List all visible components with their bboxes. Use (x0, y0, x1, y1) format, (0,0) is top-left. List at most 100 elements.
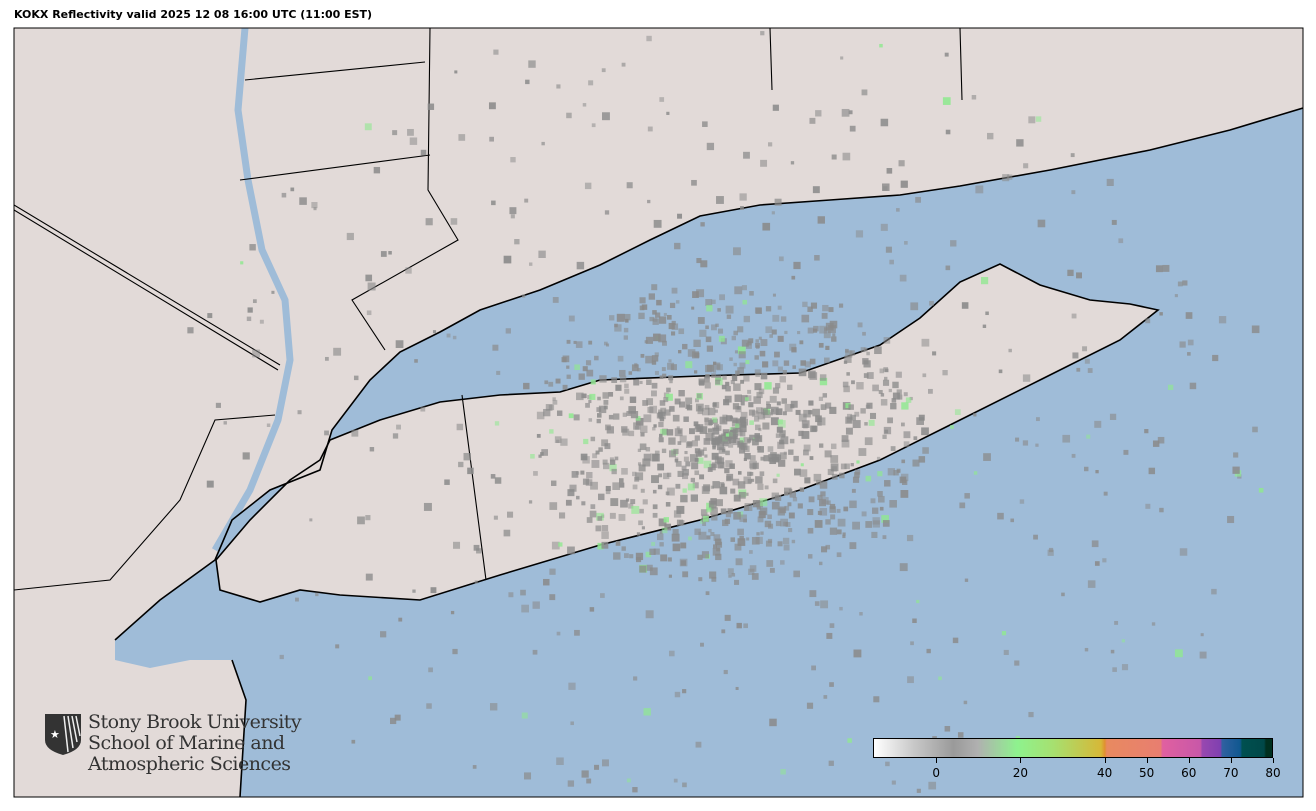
radar-echo-pixel (764, 485, 769, 490)
radar-echo-pixel (738, 351, 746, 359)
radar-echo-pixel (588, 340, 593, 345)
radar-echo-pixel (706, 364, 714, 372)
radar-echo-pixel (726, 476, 732, 482)
radar-echo-pixel (637, 448, 642, 452)
radar-echo-pixel (313, 207, 317, 211)
radar-echo-pixel (662, 373, 667, 378)
radar-echo-pixel (654, 352, 659, 357)
radar-echo-pixel (882, 379, 890, 386)
radar-echo-pixel (737, 481, 746, 489)
radar-echo-pixel (847, 738, 852, 743)
radar-echo-pixel (1157, 436, 1165, 444)
radar-echo-pixel (633, 379, 640, 386)
radar-echo-pixel (632, 471, 637, 477)
radar-echo-pixel (749, 434, 755, 441)
radar-echo-pixel (601, 531, 609, 539)
radar-echo-pixel (891, 780, 896, 785)
radar-echo-pixel (842, 532, 846, 536)
radar-echo-pixel (661, 448, 667, 454)
radar-echo-pixel (476, 548, 482, 554)
radar-echo-pixel (373, 166, 381, 174)
radar-echo-pixel (571, 471, 579, 478)
radar-echo-pixel (661, 367, 666, 372)
radar-echo-pixel (735, 418, 743, 426)
radar-echo-pixel (634, 362, 638, 367)
sbu-somas-logo: ★ Stony Brook University School of Marin… (44, 712, 302, 775)
radar-echo-pixel (735, 686, 739, 690)
radar-echo-pixel (1035, 443, 1039, 447)
radar-echo-pixel (507, 511, 514, 518)
radar-echo-pixel (874, 346, 882, 355)
radar-echo-pixel (595, 525, 602, 532)
radar-echo-pixel (653, 333, 661, 342)
radar-echo-pixel (566, 112, 572, 119)
radar-echo-pixel (705, 373, 710, 379)
radar-echo-pixel (997, 512, 1004, 520)
radar-echo-pixel (463, 452, 471, 461)
radar-echo-pixel (652, 504, 658, 510)
radar-echo-pixel (548, 404, 555, 411)
radar-echo-pixel (651, 355, 659, 362)
radar-echo-pixel (702, 121, 708, 127)
radar-echo-pixel (645, 336, 653, 344)
radar-echo-pixel (861, 89, 868, 96)
radar-echo-pixel (983, 453, 991, 461)
radar-echo-pixel (639, 297, 646, 304)
radar-echo-pixel (657, 411, 664, 418)
radar-echo-pixel (646, 35, 652, 42)
radar-echo-pixel (851, 380, 855, 385)
radar-echo-pixel (665, 393, 673, 401)
radar-echo-pixel (661, 340, 667, 346)
radar-echo-pixel (567, 546, 575, 555)
radar-echo-pixel (807, 527, 814, 534)
radar-echo-pixel (896, 208, 900, 212)
radar-echo-pixel (726, 314, 732, 319)
radar-echo-pixel (532, 601, 540, 609)
radar-echo-pixel (576, 392, 584, 401)
radar-echo-pixel (520, 589, 526, 596)
radar-echo-pixel (866, 351, 870, 356)
radar-echo-pixel (660, 411, 666, 417)
radar-echo-pixel (633, 676, 638, 681)
radar-echo-pixel (829, 506, 836, 513)
radar-echo-pixel (735, 428, 743, 436)
radar-echo-pixel (450, 610, 455, 615)
radar-echo-pixel (824, 450, 832, 458)
radar-echo-pixel (574, 629, 580, 636)
radar-echo-pixel (740, 206, 744, 210)
radar-echo-pixel (646, 379, 652, 385)
radar-echo-pixel (609, 457, 614, 462)
radar-echo-pixel (659, 542, 664, 547)
radar-echo-pixel (708, 420, 714, 426)
radar-echo-pixel (609, 464, 617, 472)
radar-echo-pixel (844, 355, 852, 363)
radar-echo-pixel (944, 725, 951, 732)
radar-echo-pixel (635, 472, 644, 481)
radar-echo-pixel (1167, 384, 1174, 391)
radar-echo-pixel (1095, 469, 1099, 474)
radar-echo-pixel (710, 498, 717, 505)
radar-echo-pixel (787, 384, 793, 391)
radar-echo-pixel (878, 495, 885, 503)
radar-echo-pixel (830, 443, 837, 450)
radar-echo-pixel (620, 499, 628, 508)
radar-echo-pixel (561, 357, 567, 363)
radar-echo-pixel (586, 471, 593, 479)
radar-echo-pixel (660, 554, 668, 562)
radar-echo-pixel (711, 576, 717, 582)
radar-echo-pixel (651, 541, 656, 546)
radar-echo-pixel (772, 314, 780, 322)
radar-echo-pixel (679, 520, 685, 526)
radar-echo-pixel (883, 337, 891, 344)
radar-echo-pixel (769, 412, 773, 416)
radar-echo-pixel (667, 362, 675, 370)
radar-echo-pixel (682, 782, 687, 788)
radar-echo-pixel (720, 508, 727, 515)
radar-echo-pixel (651, 382, 658, 389)
radar-echo-pixel (392, 433, 399, 439)
radar-echo-pixel (1232, 466, 1240, 474)
radar-echo-pixel (811, 665, 816, 671)
radar-echo-pixel (582, 103, 587, 107)
radar-echo-pixel (701, 551, 709, 559)
radar-echo-pixel (1047, 549, 1054, 556)
